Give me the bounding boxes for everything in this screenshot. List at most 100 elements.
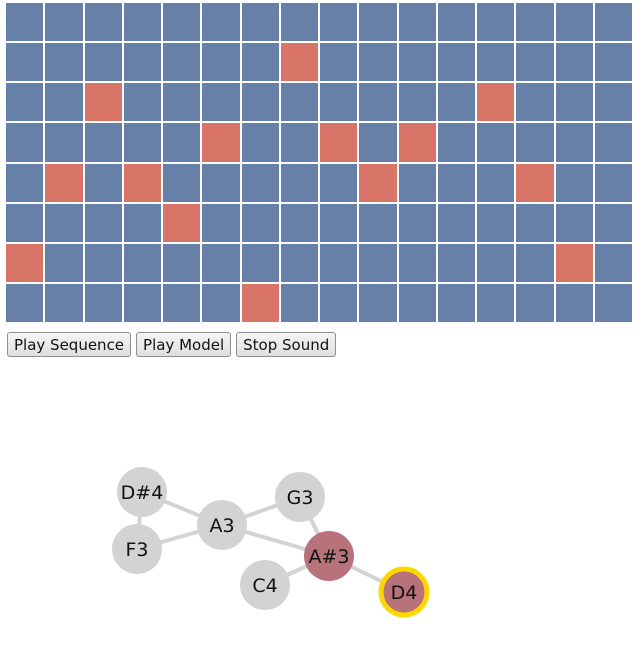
grid-cell-r2-c8[interactable] [320, 83, 358, 122]
grid-cell-r0-c7[interactable] [280, 3, 318, 42]
grid-cell-r7-c0[interactable] [6, 283, 44, 322]
stop-sound-button[interactable]: Stop Sound [236, 332, 337, 357]
grid-cell-r4-c8[interactable] [320, 163, 358, 202]
grid-cell-r4-c3[interactable] [123, 163, 161, 202]
grid-cell-r5-c5[interactable] [202, 203, 240, 242]
grid-cell-r7-c11[interactable] [437, 283, 475, 322]
grid-cell-r6-c1[interactable] [45, 243, 83, 282]
grid-cell-r2-c13[interactable] [516, 83, 554, 122]
grid-cell-r6-c9[interactable] [359, 243, 397, 282]
grid-cell-r7-c15[interactable] [594, 283, 632, 322]
grid-cell-r7-c6[interactable] [241, 283, 279, 322]
grid-cell-r7-c5[interactable] [202, 283, 240, 322]
grid-cell-r1-c2[interactable] [84, 43, 122, 82]
grid-cell-r2-c9[interactable] [359, 83, 397, 122]
grid-cell-r6-c12[interactable] [477, 243, 515, 282]
grid-cell-r3-c6[interactable] [241, 123, 279, 162]
grid-cell-r5-c14[interactable] [555, 203, 593, 242]
grid-cell-r0-c4[interactable] [163, 3, 201, 42]
grid-cell-r4-c12[interactable] [477, 163, 515, 202]
grid-cell-r3-c3[interactable] [123, 123, 161, 162]
grid-cell-r3-c13[interactable] [516, 123, 554, 162]
grid-cell-r4-c0[interactable] [6, 163, 44, 202]
grid-cell-r2-c12[interactable] [477, 83, 515, 122]
grid-cell-r4-c11[interactable] [437, 163, 475, 202]
grid-cell-r6-c6[interactable] [241, 243, 279, 282]
grid-cell-r1-c11[interactable] [437, 43, 475, 82]
grid-cell-r0-c5[interactable] [202, 3, 240, 42]
grid-cell-r0-c1[interactable] [45, 3, 83, 42]
note-node-A3[interactable]: A3 [197, 500, 247, 550]
grid-cell-r1-c14[interactable] [555, 43, 593, 82]
grid-cell-r2-c5[interactable] [202, 83, 240, 122]
grid-cell-r5-c2[interactable] [84, 203, 122, 242]
grid-cell-r4-c5[interactable] [202, 163, 240, 202]
grid-cell-r7-c7[interactable] [280, 283, 318, 322]
grid-cell-r3-c5[interactable] [202, 123, 240, 162]
grid-cell-r5-c7[interactable] [280, 203, 318, 242]
grid-cell-r5-c8[interactable] [320, 203, 358, 242]
note-node-G3[interactable]: G3 [275, 472, 325, 522]
grid-cell-r3-c9[interactable] [359, 123, 397, 162]
grid-cell-r2-c7[interactable] [280, 83, 318, 122]
note-node-F3[interactable]: F3 [112, 524, 162, 574]
grid-cell-r0-c9[interactable] [359, 3, 397, 42]
grid-cell-r3-c1[interactable] [45, 123, 83, 162]
grid-cell-r1-c4[interactable] [163, 43, 201, 82]
note-node-D#4[interactable]: D#4 [117, 467, 167, 517]
grid-cell-r3-c0[interactable] [6, 123, 44, 162]
grid-cell-r0-c13[interactable] [516, 3, 554, 42]
grid-cell-r2-c15[interactable] [594, 83, 632, 122]
grid-cell-r4-c2[interactable] [84, 163, 122, 202]
grid-cell-r0-c0[interactable] [6, 3, 44, 42]
grid-cell-r4-c4[interactable] [163, 163, 201, 202]
grid-cell-r5-c1[interactable] [45, 203, 83, 242]
grid-cell-r7-c3[interactable] [123, 283, 161, 322]
grid-cell-r7-c13[interactable] [516, 283, 554, 322]
play-sequence-button[interactable]: Play Sequence [7, 332, 132, 357]
grid-cell-r0-c8[interactable] [320, 3, 358, 42]
grid-cell-r1-c10[interactable] [398, 43, 436, 82]
grid-cell-r6-c3[interactable] [123, 243, 161, 282]
grid-cell-r6-c13[interactable] [516, 243, 554, 282]
grid-cell-r7-c2[interactable] [84, 283, 122, 322]
grid-cell-r6-c4[interactable] [163, 243, 201, 282]
grid-cell-r2-c4[interactable] [163, 83, 201, 122]
grid-cell-r0-c10[interactable] [398, 3, 436, 42]
grid-cell-r7-c9[interactable] [359, 283, 397, 322]
grid-cell-r2-c6[interactable] [241, 83, 279, 122]
grid-cell-r3-c4[interactable] [163, 123, 201, 162]
grid-cell-r5-c0[interactable] [6, 203, 44, 242]
grid-cell-r6-c0[interactable] [6, 243, 44, 282]
grid-cell-r1-c6[interactable] [241, 43, 279, 82]
grid-cell-r5-c12[interactable] [477, 203, 515, 242]
grid-cell-r4-c14[interactable] [555, 163, 593, 202]
grid-cell-r1-c7[interactable] [280, 43, 318, 82]
grid-cell-r2-c1[interactable] [45, 83, 83, 122]
grid-cell-r4-c7[interactable] [280, 163, 318, 202]
note-node-C4[interactable]: C4 [240, 560, 290, 610]
play-model-button[interactable]: Play Model [136, 332, 232, 357]
grid-cell-r5-c15[interactable] [594, 203, 632, 242]
grid-cell-r2-c14[interactable] [555, 83, 593, 122]
grid-cell-r5-c6[interactable] [241, 203, 279, 242]
grid-cell-r4-c6[interactable] [241, 163, 279, 202]
grid-cell-r1-c9[interactable] [359, 43, 397, 82]
grid-cell-r1-c0[interactable] [6, 43, 44, 82]
grid-cell-r5-c9[interactable] [359, 203, 397, 242]
grid-cell-r7-c4[interactable] [163, 283, 201, 322]
grid-cell-r5-c13[interactable] [516, 203, 554, 242]
grid-cell-r6-c7[interactable] [280, 243, 318, 282]
grid-cell-r3-c11[interactable] [437, 123, 475, 162]
grid-cell-r4-c10[interactable] [398, 163, 436, 202]
grid-cell-r1-c1[interactable] [45, 43, 83, 82]
grid-cell-r0-c3[interactable] [123, 3, 161, 42]
grid-cell-r6-c14[interactable] [555, 243, 593, 282]
grid-cell-r6-c8[interactable] [320, 243, 358, 282]
grid-cell-r4-c15[interactable] [594, 163, 632, 202]
grid-cell-r3-c8[interactable] [320, 123, 358, 162]
grid-cell-r3-c7[interactable] [280, 123, 318, 162]
grid-cell-r2-c2[interactable] [84, 83, 122, 122]
grid-cell-r3-c15[interactable] [594, 123, 632, 162]
grid-cell-r2-c3[interactable] [123, 83, 161, 122]
